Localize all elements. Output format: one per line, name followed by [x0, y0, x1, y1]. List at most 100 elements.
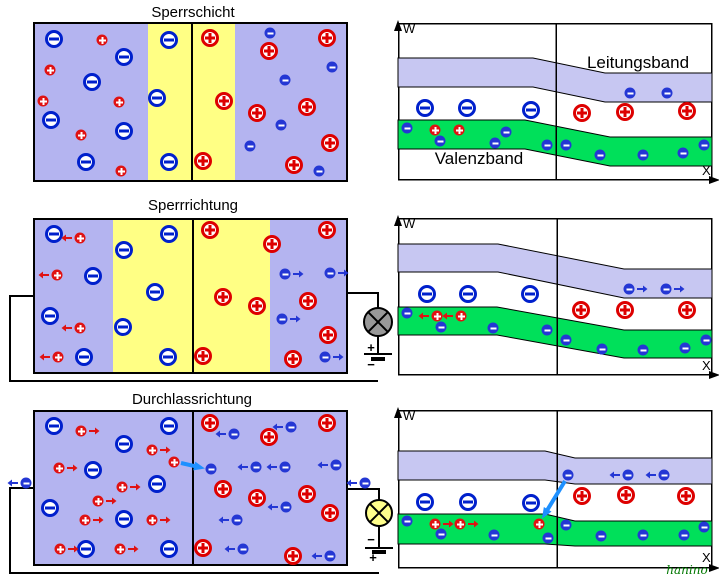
minus-glyph	[680, 152, 686, 154]
acceptor-ion	[148, 89, 166, 107]
author-signature: hanino	[666, 563, 708, 577]
minus-glyph	[661, 474, 667, 476]
plus-glyph	[305, 102, 309, 112]
hole	[79, 514, 91, 526]
plus-glyph	[79, 324, 81, 332]
plus-glyph	[42, 97, 44, 105]
motion-arrow-right-head	[166, 516, 171, 524]
plus-glyph	[306, 296, 310, 306]
minus-glyph	[253, 466, 259, 468]
hole	[146, 514, 158, 526]
donor-ion	[298, 485, 316, 503]
electron	[275, 119, 287, 131]
motion-arrow-left-head	[61, 234, 66, 242]
motion-arrow-right-head	[344, 269, 349, 277]
plus-glyph	[623, 305, 627, 315]
minus-glyph	[404, 312, 410, 314]
electron	[594, 149, 606, 161]
minus-glyph	[625, 474, 631, 476]
row3-title: Durchlassrichtung	[131, 391, 253, 408]
donor-ion	[678, 102, 696, 120]
row2-title: Sperrrichtung	[147, 197, 239, 214]
electron	[279, 268, 291, 280]
motion-arrow-left-head	[224, 545, 229, 553]
motion-arrow-left-head	[39, 353, 44, 361]
electron	[228, 428, 240, 440]
minus-glyph	[563, 524, 569, 526]
motion-arrow-right-head	[474, 520, 479, 528]
plus-glyph	[151, 446, 153, 454]
donor-ion	[284, 350, 302, 368]
plus-glyph	[255, 301, 259, 311]
donor-ion	[573, 487, 591, 505]
acceptor-ion	[45, 30, 63, 48]
electron	[560, 519, 572, 531]
minus-glyph	[119, 442, 129, 446]
motion-arrow-left-head	[609, 471, 614, 479]
donor-ion	[248, 104, 266, 122]
donor-ion	[318, 414, 336, 432]
plus-glyph	[255, 108, 259, 118]
acceptor-ion	[45, 417, 63, 435]
plus-glyph	[173, 458, 175, 466]
motion-arrow-right-head	[95, 427, 100, 435]
motion-arrow-right-head	[680, 285, 685, 293]
electron	[679, 342, 691, 354]
electron	[326, 61, 338, 73]
hole	[96, 34, 108, 46]
plus-glyph	[208, 225, 212, 235]
donor-ion	[214, 288, 232, 306]
minus-glyph	[288, 426, 294, 428]
electron	[401, 122, 413, 134]
plus-glyph	[267, 432, 271, 442]
hole	[455, 310, 467, 322]
acceptor-ion	[522, 101, 540, 119]
conduction-band	[397, 450, 713, 485]
plus-glyph	[80, 131, 82, 139]
plus-glyph	[221, 484, 225, 494]
minus-glyph	[119, 55, 129, 59]
donor-ion	[201, 414, 219, 432]
donor-ion	[572, 301, 590, 319]
lamp-cross	[367, 311, 389, 333]
acceptor-ion	[45, 225, 63, 243]
plus-glyph	[59, 545, 61, 553]
motion-arrow-left-head	[266, 463, 271, 471]
plus-glyph	[325, 225, 329, 235]
acceptor-ion	[459, 285, 477, 303]
minus-glyph	[525, 292, 535, 296]
minus-glyph	[88, 468, 98, 472]
electron	[596, 343, 608, 355]
row3-battery-minus-label: −	[367, 532, 375, 547]
motion-arrow-left-head	[311, 552, 316, 560]
plus-glyph	[326, 330, 330, 340]
minus-glyph	[49, 232, 59, 236]
minus-glyph	[640, 349, 646, 351]
minus-glyph	[420, 500, 430, 504]
minus-glyph	[81, 160, 91, 164]
wire-to-lamp	[348, 292, 379, 308]
w-axis-arrow	[394, 20, 402, 31]
donor-ion	[194, 152, 212, 170]
acceptor-ion	[459, 493, 477, 511]
hole	[37, 95, 49, 107]
hole	[454, 518, 466, 530]
minus-glyph	[119, 248, 129, 252]
motion-arrow-left-head	[346, 479, 351, 487]
minus-glyph	[597, 154, 603, 156]
plus-glyph	[685, 106, 689, 116]
hole	[429, 124, 441, 136]
hole	[114, 543, 126, 555]
pn-junction-line	[191, 24, 193, 180]
acceptor-ion	[42, 111, 60, 129]
valence-band	[397, 513, 713, 547]
lamp-cross	[369, 503, 389, 523]
pn-junction-line	[192, 220, 194, 372]
x-axis-arrow	[709, 564, 719, 572]
plus-glyph	[325, 33, 329, 43]
minus-glyph	[463, 500, 473, 504]
row2-battery-minus-label: −	[367, 357, 375, 372]
hole	[92, 495, 104, 507]
donor-ion	[616, 103, 634, 121]
